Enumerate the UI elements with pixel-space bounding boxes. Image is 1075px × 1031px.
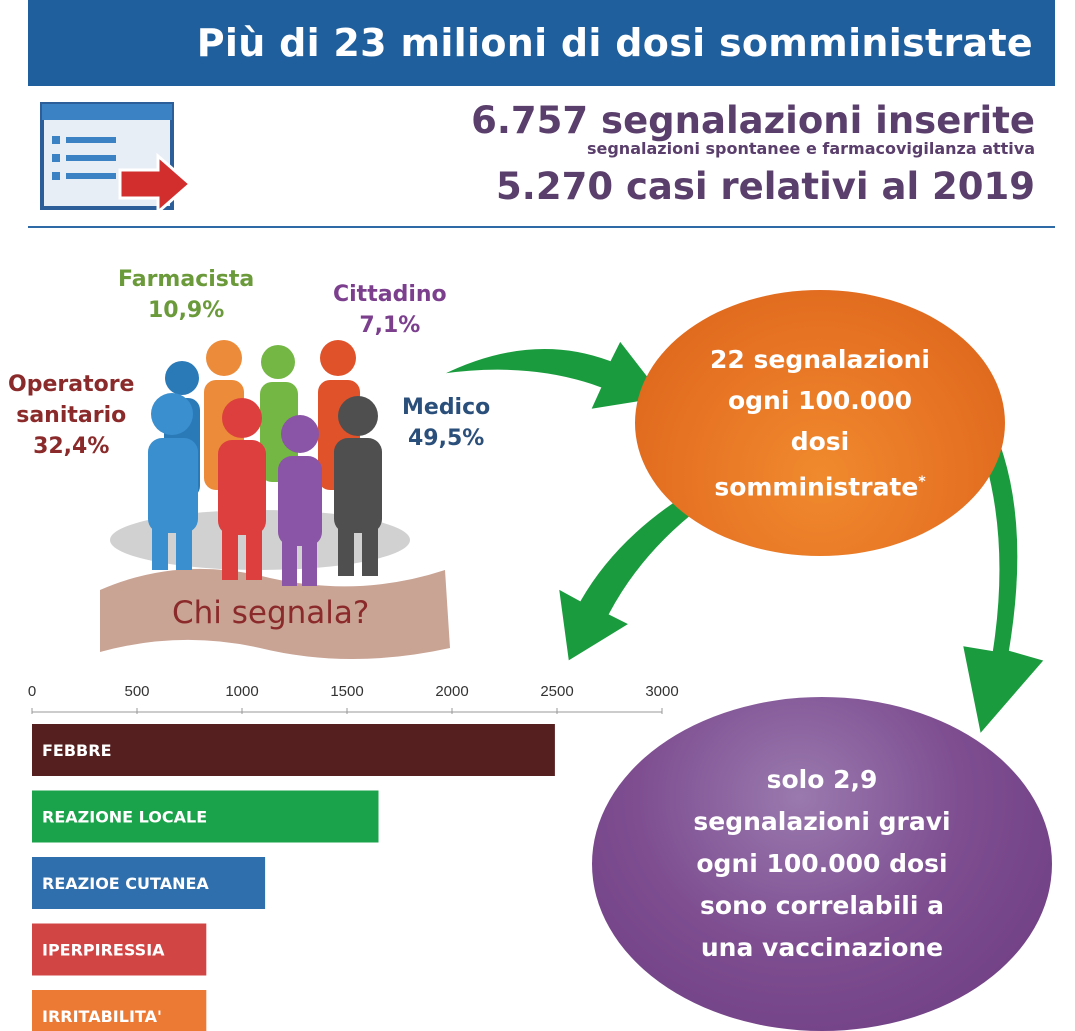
- reports-count: 6.757 segnalazioni inserite: [471, 99, 1035, 142]
- purple-line-2: segnalazioni gravi: [693, 807, 951, 836]
- bar-label: REAZIONE LOCALE: [42, 808, 207, 827]
- bar-label: IPERPIRESSIA: [42, 941, 165, 960]
- page-title: Più di 23 milioni di dosi somministrate: [196, 21, 1033, 65]
- bar-label: REAZIOE CUTANEA: [42, 874, 209, 893]
- x-tick-label: 3000: [645, 683, 678, 700]
- label-farmacista: Farmacista 10,9%: [118, 264, 254, 326]
- bar: [32, 923, 207, 976]
- reports-detail: segnalazioni spontanee e farmacovigilanz…: [586, 139, 1035, 158]
- bar: [32, 857, 266, 909]
- people-illustration: [100, 330, 460, 674]
- operatore-label-1: Operatore: [8, 372, 135, 397]
- arrow-down-right-icon: [960, 406, 1047, 738]
- bar-label: FEBBRE: [42, 741, 112, 760]
- orange-line-4: somministrate*: [690, 462, 950, 507]
- x-tick-label: 2000: [435, 683, 468, 700]
- operatore-pct: 32,4%: [33, 434, 110, 459]
- farmacista-pct: 10,9%: [147, 298, 225, 323]
- orange-line-3: dosi: [790, 426, 850, 456]
- label-medico: Medico 49,5%: [402, 392, 490, 454]
- arrow-to-orange-icon: [439, 338, 667, 412]
- x-tick-label: 0: [28, 683, 36, 700]
- document-arrow-icon: [40, 100, 200, 224]
- reports-rate-bubble: 22 segnalazioni ogni 100.000 dosi sommin…: [635, 290, 1005, 556]
- orange-line-2: ogni 100.000: [727, 385, 912, 415]
- bar-label: IRRITABILITA': [42, 1007, 162, 1026]
- farmacista-label: Farmacista: [118, 267, 255, 292]
- x-axis: 0 500 1000 1500 2000 2500 3000: [28, 683, 679, 714]
- bar: [32, 724, 555, 776]
- purple-line-3: ogni 100.000 dosi: [696, 849, 948, 878]
- purple-line-5: una vaccinazione: [700, 933, 944, 962]
- serious-reports-bubble: solo 2,9 segnalazioni gravi ogni 100.000…: [592, 697, 1052, 1031]
- x-tick-label: 500: [124, 683, 149, 700]
- label-cittadino: Cittadino 7,1%: [333, 279, 447, 341]
- who-reports-question: Chi segnala?: [172, 595, 370, 631]
- asterisk-mark: *: [918, 473, 926, 490]
- bar: [32, 790, 379, 843]
- orange-line-1: 22 segnalazioni: [710, 344, 930, 374]
- cittadino-pct: 7,1%: [359, 313, 421, 338]
- divider: [28, 226, 1055, 228]
- operatore-label-2: sanitario: [16, 403, 127, 428]
- cittadino-label: Cittadino: [333, 282, 447, 307]
- purple-line-1: solo 2,9: [766, 765, 878, 794]
- x-tick-label: 2500: [540, 683, 573, 700]
- bars: FEBBRE REAZIONE LOCALE REAZIOE CUTANEA IPER…: [32, 724, 555, 1031]
- stats-block: 6.757 segnalazioni inserite segnalazioni…: [471, 98, 1035, 210]
- arrow-down-left-icon: [556, 480, 714, 664]
- header-banner: Più di 23 milioni di dosi somministrate: [28, 0, 1055, 86]
- orange-line-4-text: somministrate: [714, 472, 919, 502]
- bar: [32, 990, 207, 1031]
- medico-pct: 49,5%: [407, 426, 485, 451]
- x-tick-label: 1500: [330, 683, 363, 700]
- label-operatore-sanitario: Operatore sanitario 32,4%: [8, 369, 134, 462]
- medico-label: Medico: [402, 395, 491, 420]
- symptoms-bar-chart: 0 500 1000 1500 2000 2500 3000 FEBBRE REAZIONE …: [28, 683, 679, 1031]
- cases-count: 5.270 casi relativi al 2019: [496, 165, 1035, 208]
- x-tick-label: 1000: [225, 683, 258, 700]
- purple-line-4: sono correlabili a: [700, 891, 944, 920]
